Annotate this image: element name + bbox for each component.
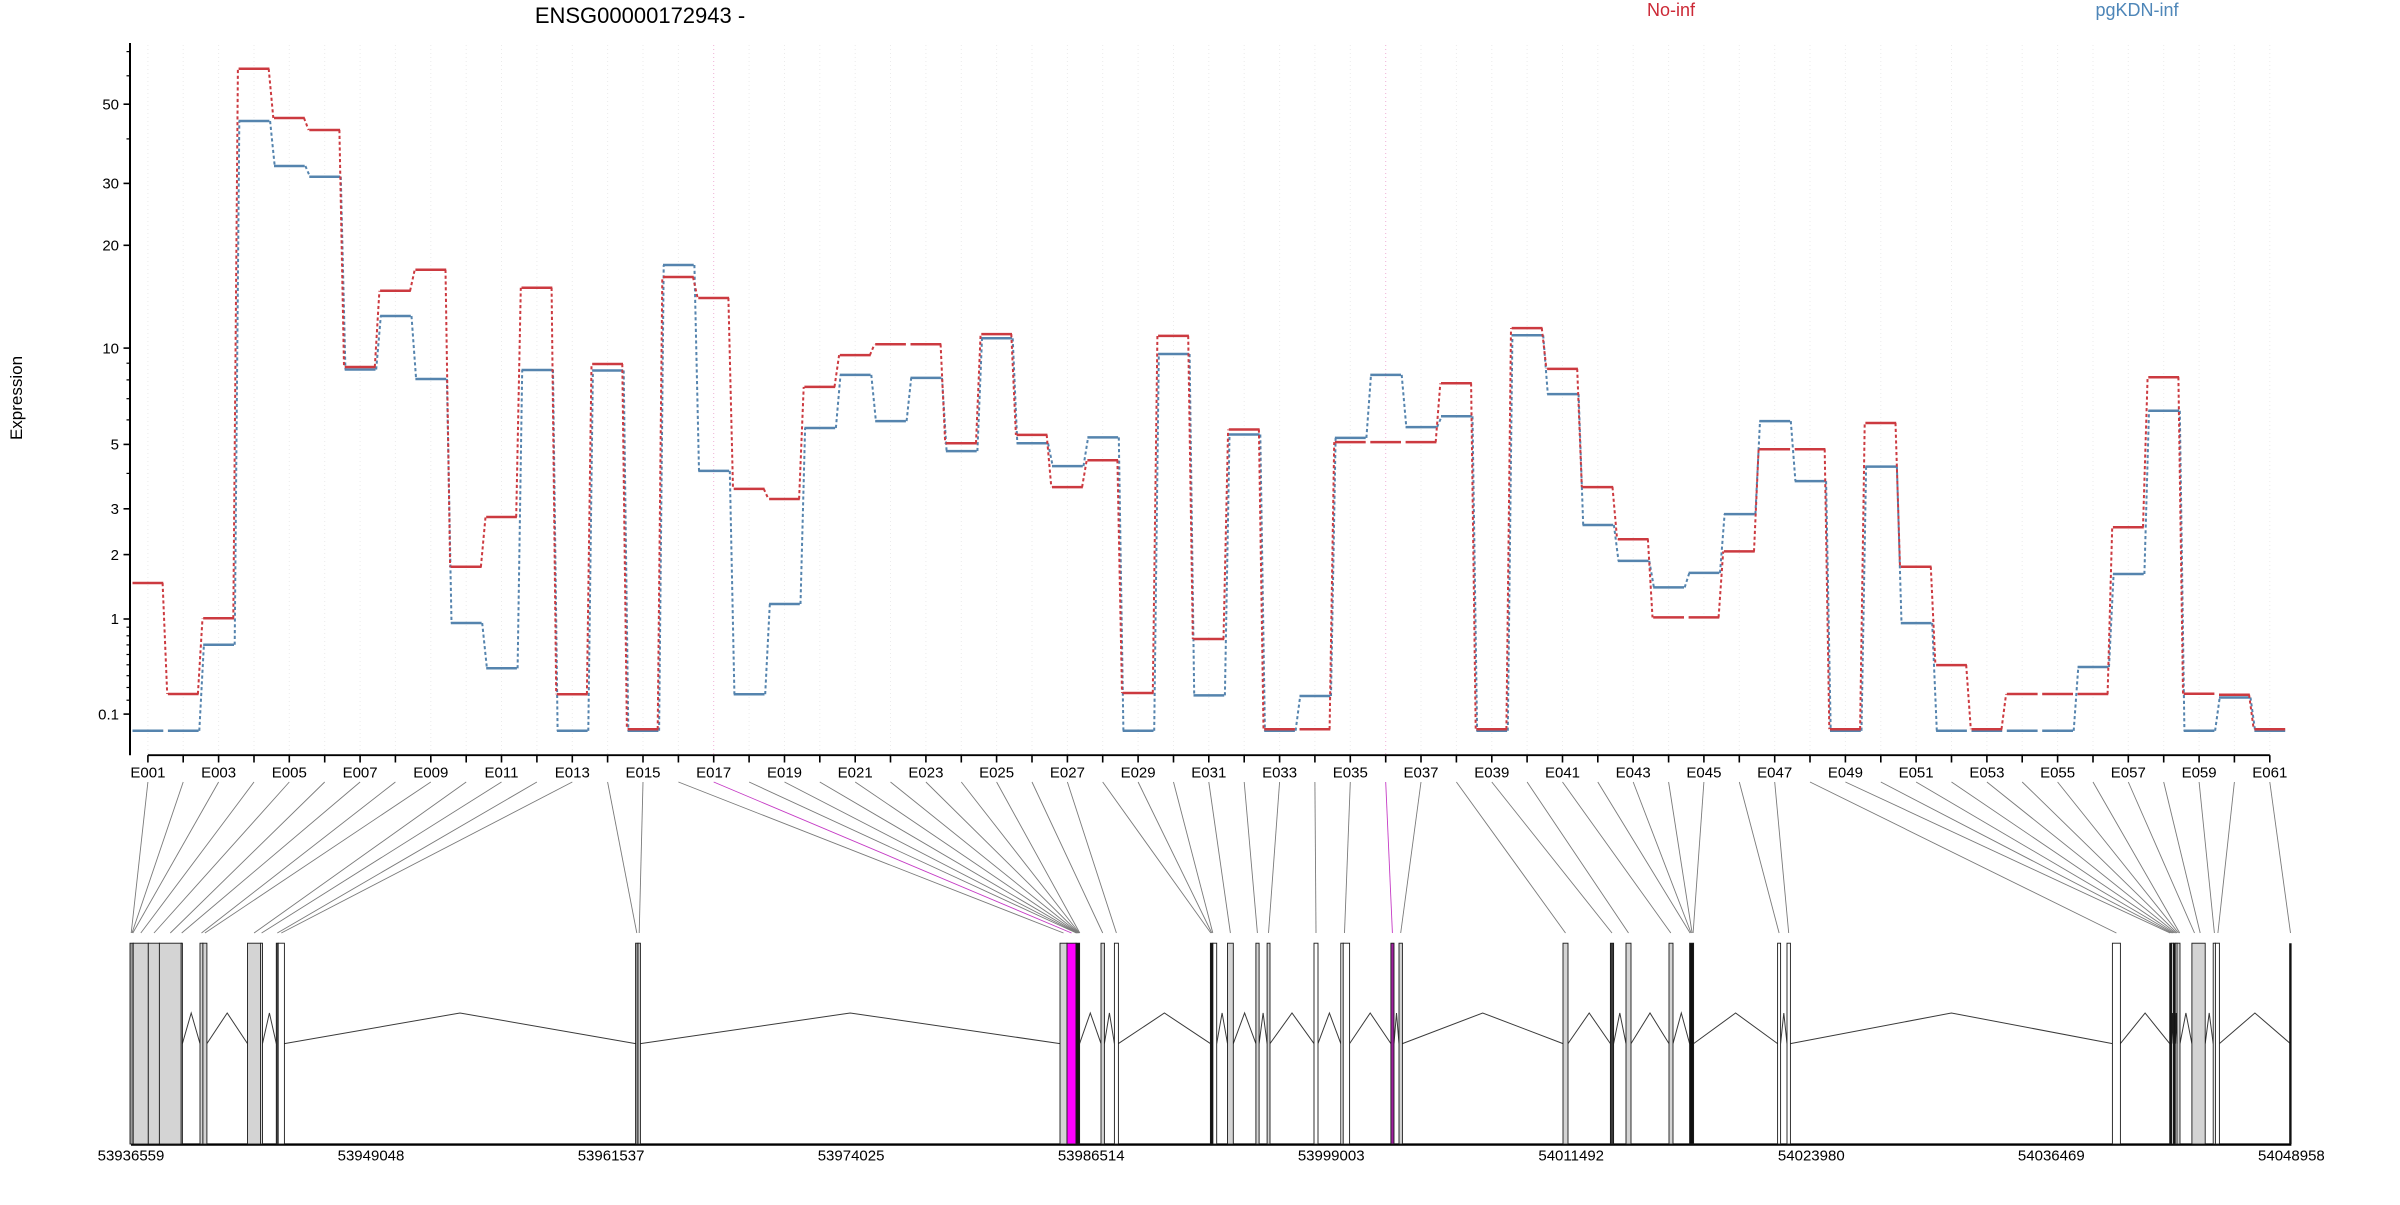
svg-text:E001: E001 — [130, 765, 165, 782]
svg-text:E037: E037 — [1403, 765, 1438, 782]
svg-text:E009: E009 — [413, 765, 448, 782]
svg-text:E041: E041 — [1545, 765, 1580, 782]
svg-text:20: 20 — [102, 238, 119, 255]
svg-text:ENSG00000172943 -: ENSG00000172943 - — [535, 3, 745, 28]
svg-text:54011492: 54011492 — [1538, 1148, 1604, 1165]
svg-text:E045: E045 — [1686, 765, 1721, 782]
svg-text:E013: E013 — [555, 765, 590, 782]
svg-text:E015: E015 — [625, 765, 660, 782]
svg-text:53936559: 53936559 — [98, 1148, 165, 1165]
svg-text:No-inf: No-inf — [1647, 0, 1696, 20]
svg-text:E021: E021 — [838, 765, 873, 782]
svg-text:E017: E017 — [696, 765, 731, 782]
svg-text:E029: E029 — [1121, 765, 1156, 782]
svg-text:E059: E059 — [2182, 765, 2217, 782]
svg-text:E023: E023 — [908, 765, 943, 782]
svg-text:E007: E007 — [343, 765, 378, 782]
svg-text:10: 10 — [102, 340, 119, 357]
svg-text:53974025: 53974025 — [818, 1148, 885, 1165]
svg-text:E033: E033 — [1262, 765, 1297, 782]
svg-text:E005: E005 — [272, 765, 307, 782]
svg-text:Expression: Expression — [7, 356, 26, 440]
svg-text:E003: E003 — [201, 765, 236, 782]
svg-text:54036469: 54036469 — [2018, 1148, 2085, 1165]
svg-text:53999003: 53999003 — [1298, 1148, 1365, 1165]
svg-text:E031: E031 — [1191, 765, 1226, 782]
svg-text:E061: E061 — [2252, 765, 2287, 782]
svg-text:E035: E035 — [1333, 765, 1368, 782]
svg-text:E053: E053 — [1969, 765, 2004, 782]
svg-text:2: 2 — [111, 547, 119, 564]
svg-text:E049: E049 — [1828, 765, 1863, 782]
svg-text:54048958: 54048958 — [2258, 1148, 2325, 1165]
svg-text:3: 3 — [111, 501, 119, 518]
svg-text:E027: E027 — [1050, 765, 1085, 782]
svg-text:E043: E043 — [1616, 765, 1651, 782]
svg-text:E047: E047 — [1757, 765, 1792, 782]
svg-text:30: 30 — [102, 176, 119, 193]
svg-text:E055: E055 — [2040, 765, 2075, 782]
svg-text:E011: E011 — [485, 765, 519, 782]
svg-text:E025: E025 — [979, 765, 1014, 782]
svg-text:0.1: 0.1 — [98, 706, 119, 723]
svg-text:53961537: 53961537 — [578, 1148, 645, 1165]
svg-text:pgKDN-inf: pgKDN-inf — [2095, 0, 2179, 20]
svg-text:E019: E019 — [767, 765, 802, 782]
svg-text:53949048: 53949048 — [338, 1148, 405, 1165]
svg-text:E051: E051 — [1899, 765, 1934, 782]
svg-text:E039: E039 — [1474, 765, 1509, 782]
svg-text:E057: E057 — [2111, 765, 2146, 782]
svg-text:54023980: 54023980 — [1778, 1148, 1845, 1165]
svg-text:50: 50 — [102, 96, 119, 113]
svg-text:1: 1 — [111, 611, 119, 628]
svg-text:53986514: 53986514 — [1058, 1148, 1125, 1165]
svg-text:5: 5 — [111, 437, 119, 454]
